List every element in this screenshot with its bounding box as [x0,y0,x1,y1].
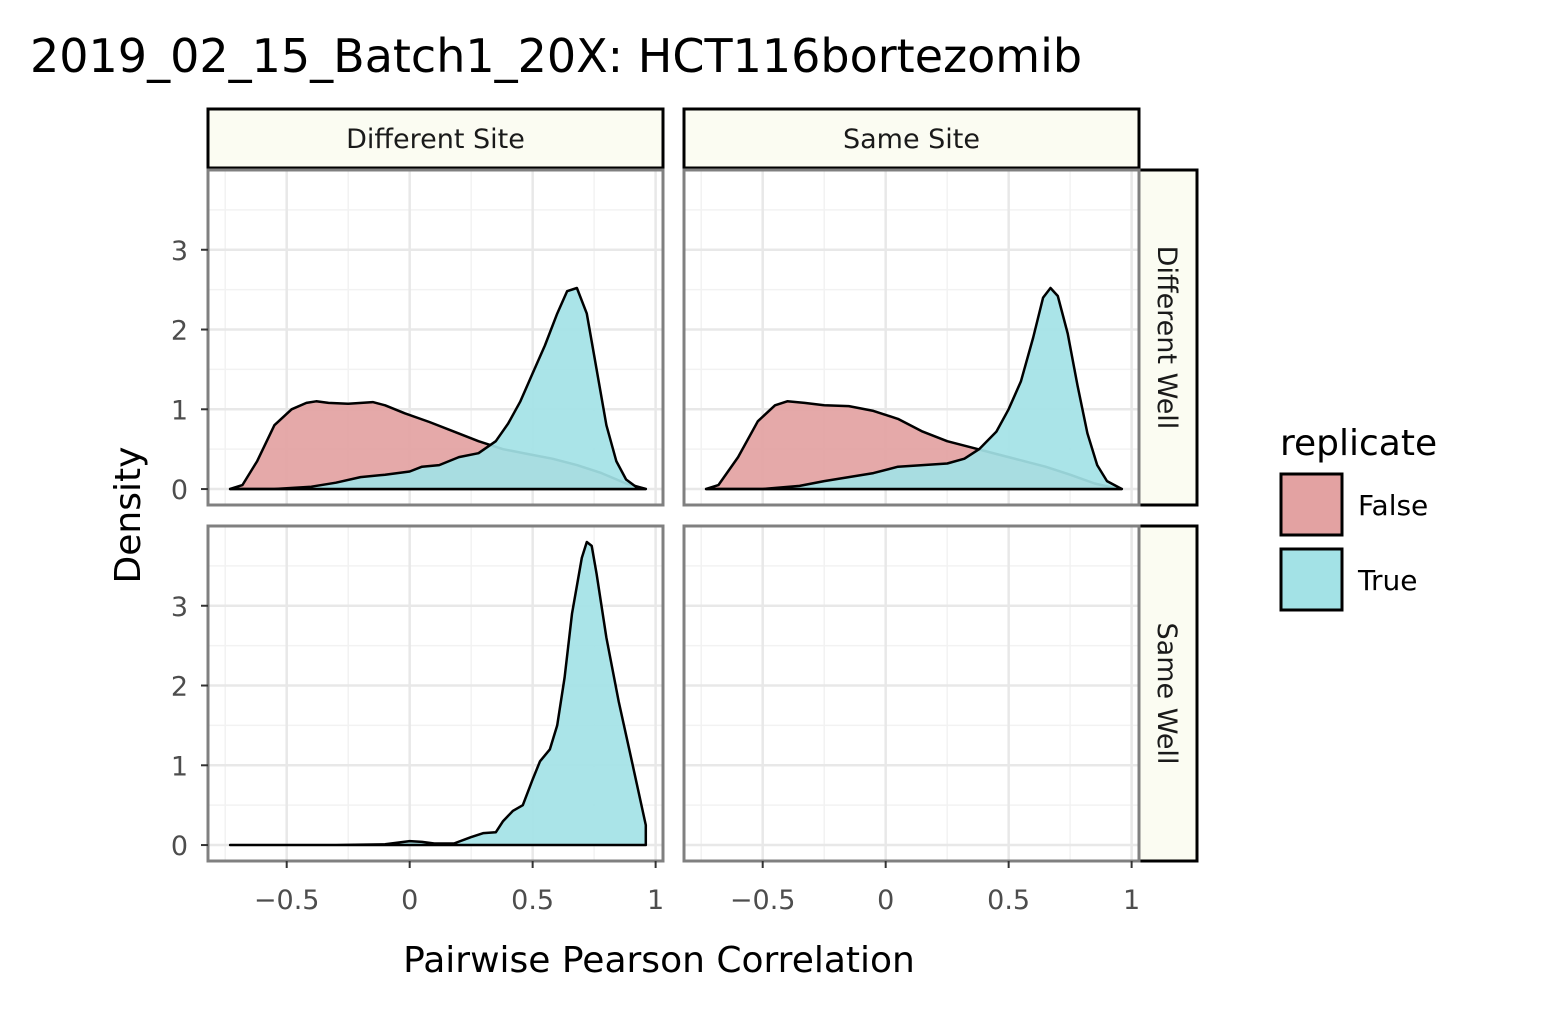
x-axis-title: Pairwise Pearson Correlation [403,940,915,981]
y-tick-label: 2 [171,672,188,703]
density-area-true [228,286,648,491]
chart-title: 2019_02_15_Batch1_20X: HCT116bortezomib [30,29,1082,83]
density-area-true [228,540,648,847]
row-strip-label: Different Well [1151,246,1182,430]
x-tick-label: −0.5 [730,885,796,916]
column-strip-label: Different Site [346,124,525,155]
y-tick-label: 1 [171,751,188,782]
x-tick-label: 1 [1123,885,1140,916]
legend-swatch-false [1279,472,1344,537]
y-tick-label: 2 [171,316,188,347]
legend-swatch-true [1279,547,1344,612]
x-tick-label: 0 [401,885,418,916]
panel-border [206,524,665,863]
legend-label-false: False [1358,489,1428,522]
panel-border [206,168,665,507]
x-tick-label: 0.5 [987,885,1030,916]
panel-different-site-same-well: 0 1 2 3 −0.5 0 0.5 1 [171,524,665,916]
column-strip-label: Same Site [843,124,980,155]
y-tick-label: 3 [171,592,188,623]
panel-border [682,168,1141,507]
y-tick-label: 1 [171,395,188,426]
legend-title: replicate [1280,423,1437,464]
column-strip-same-site [682,107,1141,170]
density-area-true [704,286,1124,491]
panel-same-site-different-well [682,168,1141,507]
row-strip-label: Same Well [1151,623,1182,765]
x-tick-label: 0.5 [511,885,554,916]
x-tick-label: 1 [647,885,664,916]
legend-label-true: True [1357,564,1417,597]
facet-panels: Different Site Same Site Different Well Sam… [171,107,1199,916]
x-tick-label: −0.5 [254,885,320,916]
panel-different-site-different-well: 0 1 2 3 [171,168,665,507]
x-tick-label: 0 [877,885,894,916]
y-tick-label: 0 [171,475,188,506]
y-tick-label: 0 [171,831,188,862]
legend: replicate False True [1279,423,1437,612]
column-strip-different-site [206,107,665,170]
y-axis-title: Density [108,447,149,584]
panel-border [682,524,1141,863]
panel-same-site-same-well: −0.5 0 0.5 1 [682,524,1141,916]
row-strip-same-well [1137,524,1199,863]
row-strip-different-well [1137,168,1199,507]
y-tick-label: 3 [171,236,188,267]
